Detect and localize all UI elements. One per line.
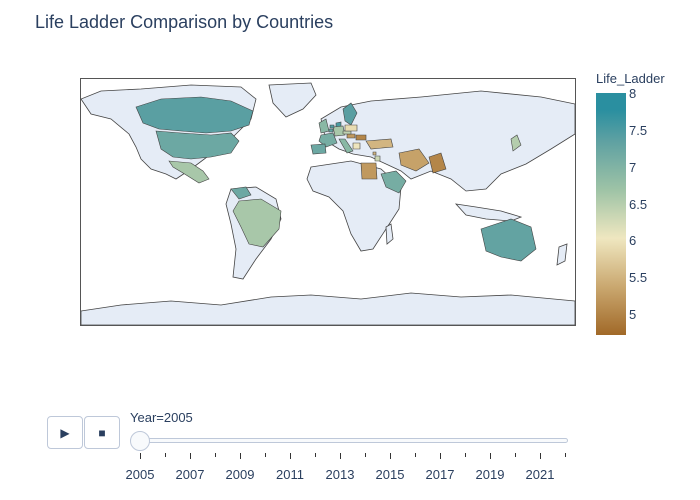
region-egypt[interactable] (360, 162, 378, 180)
play-icon: ▶ (60, 425, 70, 440)
slider-major-tick (440, 453, 441, 459)
region-united-states[interactable] (155, 130, 240, 160)
region-canada[interactable] (135, 96, 254, 134)
chart-title: Life Ladder Comparison by Countries (35, 12, 334, 32)
slider-minor-tick (215, 453, 216, 457)
slider-year-label[interactable]: 2005 (125, 467, 155, 482)
region-greece[interactable] (352, 142, 361, 150)
region-sweden[interactable] (342, 102, 358, 126)
region-czechia[interactable] (342, 130, 352, 135)
slider-year-label[interactable]: 2017 (425, 467, 455, 482)
land-new-zealand (556, 243, 568, 266)
slider-year-label[interactable]: 2015 (375, 467, 405, 482)
region-italy[interactable] (338, 138, 354, 154)
slider-year-label[interactable]: 2007 (175, 467, 205, 482)
region-poland[interactable] (344, 124, 358, 132)
colorbar-tick-label: 8 (629, 86, 637, 101)
region-netherlands[interactable] (329, 124, 335, 129)
slider-minor-tick (565, 453, 566, 457)
slider-minor-tick (315, 453, 316, 457)
slider-major-tick (540, 453, 541, 459)
slider-year-label[interactable]: 2009 (225, 467, 255, 482)
slider-minor-tick (265, 453, 266, 457)
colorbar-tick-label: 6.5 (629, 197, 648, 212)
slider-year-label[interactable]: 2011 (276, 467, 304, 482)
slider-major-tick (290, 453, 291, 459)
region-belgium[interactable] (328, 128, 334, 133)
slider-major-tick (390, 453, 391, 459)
colorbar-tick-label: 5.5 (629, 270, 648, 285)
region-iran[interactable] (398, 148, 430, 172)
slider-minor-tick (365, 453, 366, 457)
stop-button[interactable]: ■ (84, 416, 120, 449)
land-madagascar (385, 223, 394, 245)
colorbar-title: Life_Ladder (596, 71, 665, 86)
colorbar-tick-label: 7 (629, 160, 637, 175)
region-lebanon[interactable] (372, 151, 377, 156)
region-venezuela[interactable] (230, 186, 252, 200)
slider-major-tick (490, 453, 491, 459)
slider-major-tick (340, 453, 341, 459)
play-button[interactable]: ▶ (47, 416, 83, 449)
map-frame[interactable] (80, 78, 576, 326)
world-map[interactable] (81, 79, 575, 325)
slider-major-tick (140, 453, 141, 459)
region-saudi-arabia[interactable] (380, 170, 407, 194)
slider-handle[interactable] (130, 431, 150, 451)
region-romania[interactable] (355, 134, 367, 141)
slider-minor-tick (165, 453, 166, 457)
region-france[interactable] (318, 132, 338, 148)
land-eurasia (320, 90, 575, 192)
region-jordan[interactable] (374, 155, 381, 162)
region-australia[interactable] (480, 218, 537, 262)
slider-major-tick (240, 453, 241, 459)
slider-year-label[interactable]: 2021 (525, 467, 555, 482)
stop-icon: ■ (98, 425, 106, 440)
colorbar-tick-label: 5 (629, 307, 637, 322)
land-greenland (268, 82, 317, 118)
slider-major-tick (190, 453, 191, 459)
slider-year-label[interactable]: 2013 (325, 467, 355, 482)
region-turkey[interactable] (365, 138, 394, 150)
land-antarctica (81, 292, 575, 325)
region-brazil[interactable] (232, 198, 282, 248)
slider-minor-tick (415, 453, 416, 457)
region-pakistan[interactable] (428, 152, 447, 174)
region-mexico[interactable] (168, 160, 210, 184)
region-germany[interactable] (332, 125, 346, 137)
land-africa (306, 160, 402, 252)
region-hungary[interactable] (346, 133, 356, 139)
colorbar-tick-label: 6 (629, 233, 637, 248)
region-spain[interactable] (310, 143, 327, 155)
slider-rail[interactable] (130, 438, 568, 443)
slider-minor-tick (465, 453, 466, 457)
land-indonesia (454, 203, 523, 222)
slider-current-value: Year=2005 (130, 410, 193, 425)
region-japan[interactable] (510, 134, 522, 152)
colorbar-tick-label: 7.5 (629, 123, 648, 138)
slider-minor-tick (515, 453, 516, 457)
slider-year-label[interactable]: 2019 (475, 467, 505, 482)
slider-ticks: 2005 2007 2009 2011 2013 2015 2017 2019 … (126, 453, 570, 493)
colorbar (596, 93, 626, 335)
